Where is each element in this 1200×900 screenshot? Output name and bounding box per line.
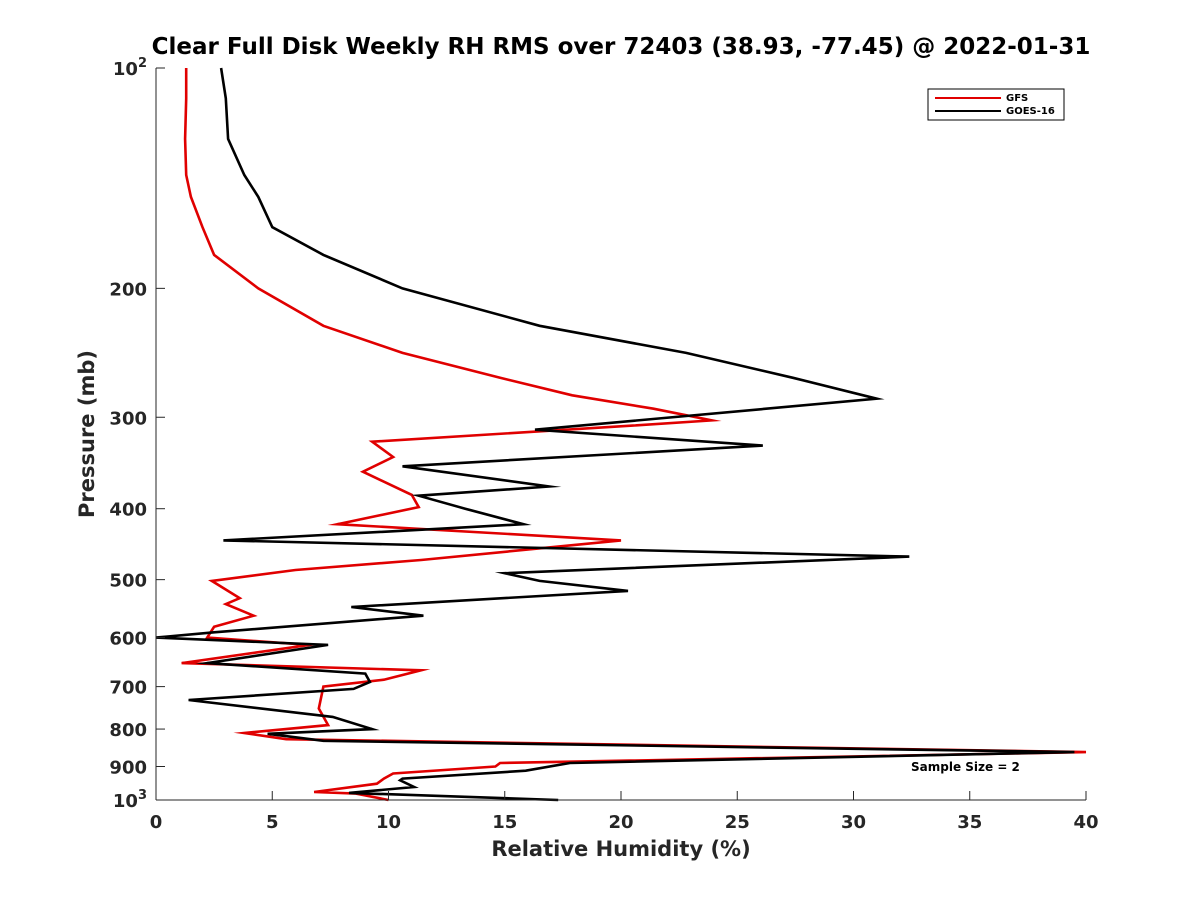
y-tick-base: 10 xyxy=(113,791,138,812)
x-tick-label: 20 xyxy=(608,812,633,833)
x-tick-label: 35 xyxy=(957,812,982,833)
x-tick-label: 15 xyxy=(492,812,517,833)
y-tick-label: 400 xyxy=(109,500,147,521)
y-tick-label: 500 xyxy=(109,571,147,592)
x-ticks: 0 5 10 15 20 25 30 35 40 xyxy=(150,791,1099,833)
x-tick-label: 5 xyxy=(266,812,279,833)
sample-size-annotation: Sample Size = 2 xyxy=(911,760,1020,774)
series-layer xyxy=(155,67,1087,802)
y-tick-label: 103 xyxy=(113,788,147,812)
y-tick-label: 200 xyxy=(109,279,147,300)
plot-area xyxy=(156,68,1086,800)
x-tick-label: 10 xyxy=(376,812,401,833)
y-axis-label: Pressure (mb) xyxy=(75,350,99,518)
y-tick-label: 700 xyxy=(109,678,147,699)
y-tick-label: 800 xyxy=(109,720,147,741)
legend-label-goes16: GOES-16 xyxy=(1006,106,1055,117)
y-tick-base: 10 xyxy=(113,59,138,80)
legend-label-gfs: GFS xyxy=(1006,93,1028,104)
series-line-goes16 xyxy=(155,67,1075,802)
legend-box xyxy=(927,88,1065,121)
y-tick-exponent: 2 xyxy=(138,56,147,71)
x-axis-label: Relative Humidity (%) xyxy=(491,837,750,861)
legend: GFS GOES-16 xyxy=(927,88,1065,121)
y-tick-label: 300 xyxy=(109,408,147,429)
chart-title: Clear Full Disk Weekly RH RMS over 72403… xyxy=(152,34,1091,60)
y-tick-exponent: 3 xyxy=(138,788,147,803)
y-tick-label: 900 xyxy=(109,758,147,779)
x-tick-label: 30 xyxy=(841,812,866,833)
x-tick-label: 40 xyxy=(1073,812,1098,833)
x-tick-label: 0 xyxy=(150,812,163,833)
y-tick-label: 600 xyxy=(109,629,147,650)
y-tick-label: 102 xyxy=(113,56,147,80)
x-tick-label: 25 xyxy=(725,812,750,833)
